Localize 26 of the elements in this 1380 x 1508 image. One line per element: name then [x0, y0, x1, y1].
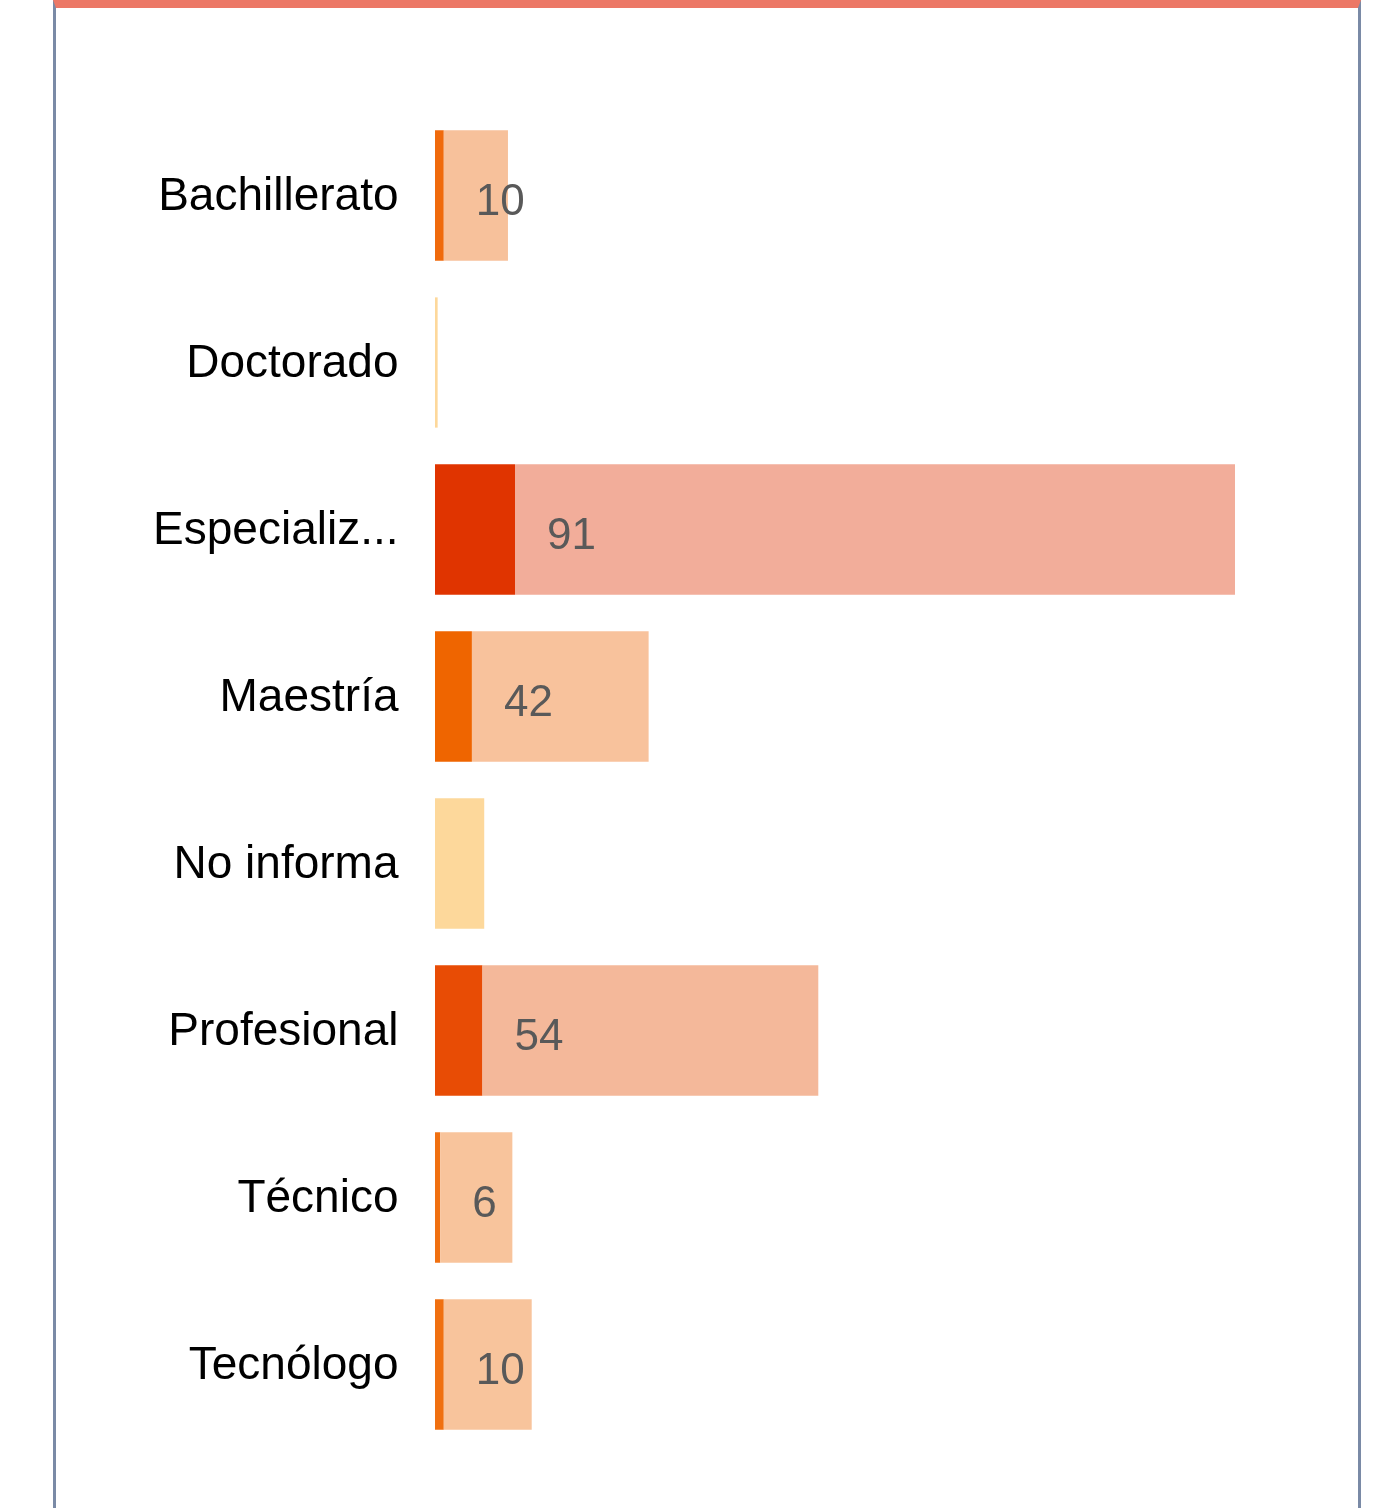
bar — [435, 965, 483, 1096]
bar — [482, 965, 819, 1096]
data-label: 91 — [547, 508, 596, 558]
bar — [435, 798, 485, 929]
y-tick-label: No informa — [173, 835, 399, 888]
y-tick-label: Especializ... — [153, 501, 399, 554]
bar — [443, 1299, 532, 1430]
bar — [435, 1299, 444, 1430]
data-label: 54 — [514, 1009, 564, 1059]
bar — [435, 631, 472, 762]
y-tick-label: Técnico — [237, 1169, 399, 1222]
y-tick-label: Tecnólogo — [188, 1336, 399, 1389]
y-tick-label: Maestría — [219, 668, 399, 721]
data-label: 42 — [503, 675, 553, 725]
bar — [515, 464, 1235, 595]
y-tick-label: Bachillerato — [158, 167, 399, 220]
bar — [435, 297, 438, 428]
bar — [440, 1132, 513, 1263]
data-label: 10 — [475, 1343, 525, 1393]
data-label: 6 — [472, 1176, 497, 1226]
bar — [435, 464, 515, 595]
bar — [471, 631, 649, 762]
bar — [435, 130, 444, 261]
y-tick-label: Profesional — [168, 1002, 399, 1055]
y-tick-label: Doctorado — [186, 334, 399, 387]
bar — [435, 1132, 441, 1263]
